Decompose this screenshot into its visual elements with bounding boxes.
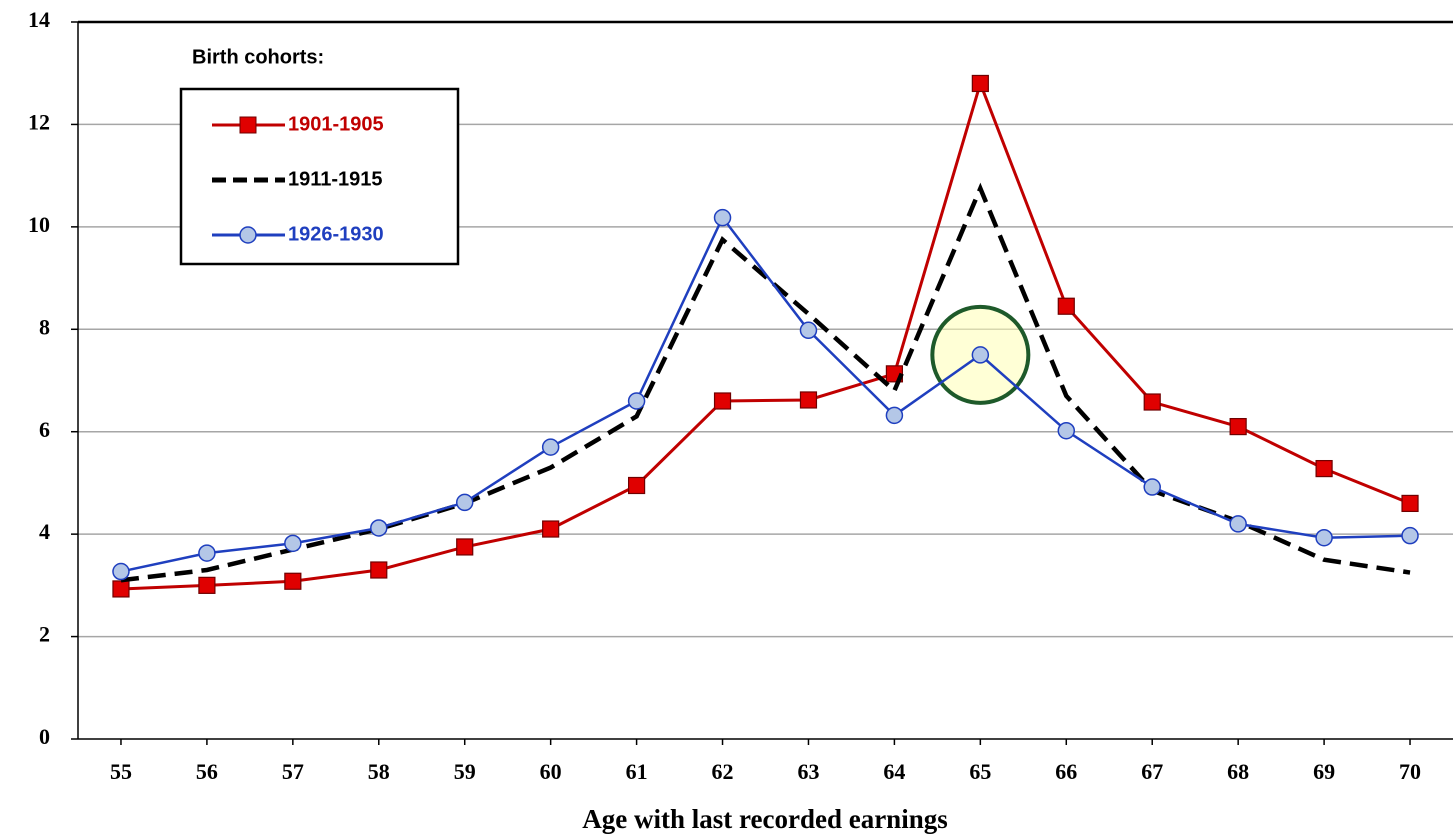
x-axis-title: Age with last recorded earnings [582,804,947,834]
legend-title: Birth cohorts: [192,46,324,68]
x-tick-label: 69 [1313,759,1335,784]
marker [713,392,732,410]
legend-label: 1901-1905 [288,113,384,135]
y-tick-label: 0 [39,724,50,749]
y-tick-label: 14 [28,7,50,32]
marker [713,208,732,227]
x-tick-label: 68 [1227,759,1249,784]
y-tick-label: 4 [39,519,50,544]
series-line [120,182,1411,583]
y-tick-label: 10 [28,212,50,237]
marker [971,346,990,364]
legend-marker [239,226,257,244]
legend-marker [239,116,257,134]
x-tick-label: 64 [883,759,905,784]
marker [1229,417,1247,436]
x-tick-label: 58 [368,759,390,784]
marker [198,544,216,562]
x-tick-label: 57 [282,759,304,784]
marker [971,74,989,93]
x-tick-label: 67 [1141,759,1163,784]
y-tick-label: 6 [39,417,50,442]
x-tick-label: 70 [1399,759,1421,784]
marker [799,321,818,340]
marker [370,519,388,537]
y-tick-label: 12 [28,109,50,134]
marker [542,520,560,538]
legend-label: 1926-1930 [288,223,384,245]
marker [799,391,818,409]
x-tick-label: 61 [626,759,648,784]
marker [1401,494,1419,513]
marker [1401,526,1419,545]
marker [1315,528,1333,547]
marker [1315,459,1333,478]
marker [284,534,302,553]
x-tick-label: 60 [540,759,562,784]
y-tick-label: 8 [39,314,50,339]
marker [1143,478,1161,496]
marker [112,562,130,581]
x-tick-label: 65 [969,759,991,784]
y-tick-label: 2 [39,622,50,647]
marker [284,572,302,590]
x-tick-label: 59 [454,759,476,784]
x-tick-label: 56 [196,759,218,784]
marker [885,406,904,425]
marker [1057,297,1075,315]
marker [1057,421,1076,440]
legend-label: 1911-1915 [288,168,383,190]
series-line [120,215,1411,573]
marker [456,538,474,556]
marker [627,476,646,495]
marker [112,580,130,598]
legend-box [179,87,460,266]
marker [370,561,388,579]
x-tick-label: 66 [1055,759,1077,784]
x-tick-label: 55 [110,759,132,784]
x-tick-label: 63 [797,759,819,784]
series-line [120,78,1411,591]
marker [198,576,216,594]
marker [455,493,474,512]
marker [1229,515,1247,533]
marker [627,392,646,410]
x-tick-label: 62 [712,759,734,784]
marker [1143,393,1161,411]
marker [541,438,560,456]
